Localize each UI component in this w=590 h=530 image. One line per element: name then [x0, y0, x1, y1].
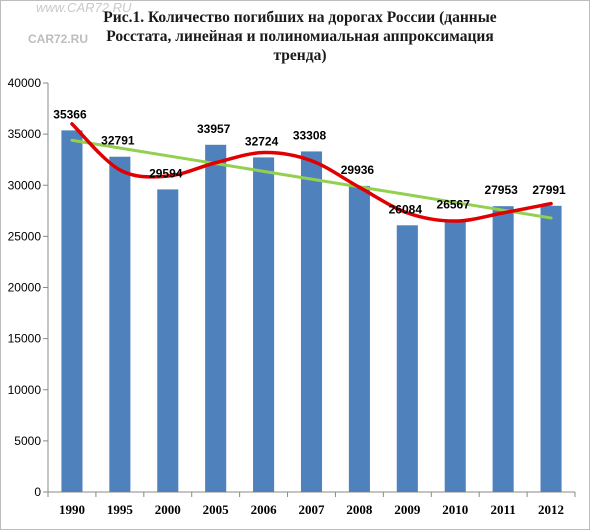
bar [253, 157, 275, 492]
y-tick-label: 30000 [8, 178, 42, 192]
y-tick-label: 0 [34, 485, 41, 499]
x-tick-label: 2011 [490, 502, 515, 517]
data-label: 33957 [197, 122, 231, 136]
x-tick-label: 2005 [203, 502, 230, 517]
y-tick-label: 40000 [8, 76, 42, 90]
bar [348, 185, 370, 492]
watermark-mid-text: CAR72.RU [28, 32, 89, 46]
bar [540, 205, 562, 492]
bar [109, 156, 131, 492]
data-label: 32724 [245, 134, 279, 148]
x-tick-label: 2010 [442, 502, 468, 517]
x-tick-label: 2012 [538, 502, 564, 517]
bar [492, 206, 514, 492]
data-label: 26567 [437, 197, 471, 211]
bar [300, 151, 323, 492]
data-label: 27953 [484, 183, 518, 197]
x-tick-label: 2006 [251, 502, 278, 517]
data-label: 32791 [101, 134, 135, 148]
data-label: 29594 [149, 166, 183, 180]
bar [205, 144, 227, 492]
linear-trendline [70, 138, 553, 220]
watermark: www.CAR72.RU CAR72.RU [6, 0, 136, 56]
watermark-top-text: www.CAR72.RU [36, 0, 132, 15]
y-tick-label: 20000 [8, 281, 42, 295]
chart-title-line-1: Рис.1. Количество погибших на дорогах Ро… [103, 9, 497, 26]
x-tick-label: 1995 [107, 502, 134, 517]
x-tick-label: 1990 [59, 502, 85, 517]
y-tick-label: 25000 [8, 229, 42, 243]
x-tick-label: 2007 [299, 502, 326, 517]
x-tick-label: 2008 [346, 502, 373, 517]
bar [157, 189, 179, 492]
chart-title-line-3: тренда) [273, 47, 327, 64]
y-tick-label: 5000 [14, 434, 41, 448]
x-tick-label: 2000 [155, 502, 181, 517]
data-label: 27991 [532, 183, 566, 197]
y-tick-label: 15000 [8, 332, 42, 346]
y-tick-label: 10000 [8, 383, 42, 397]
bar [61, 130, 83, 493]
chart-title: Рис.1. Количество погибших на дорогах Ро… [70, 8, 530, 65]
chart-title-line-2: Росстата, линейная и полиномиальная аппр… [106, 28, 494, 45]
data-label: 33308 [293, 128, 327, 142]
bar [396, 225, 418, 492]
data-label: 29936 [341, 163, 375, 177]
bar [444, 220, 466, 493]
data-label: 26084 [389, 202, 423, 216]
y-tick-label: 35000 [8, 127, 42, 141]
polynomial-trendline [70, 122, 553, 223]
x-tick-label: 2009 [394, 502, 421, 517]
data-label: 35366 [53, 107, 87, 121]
